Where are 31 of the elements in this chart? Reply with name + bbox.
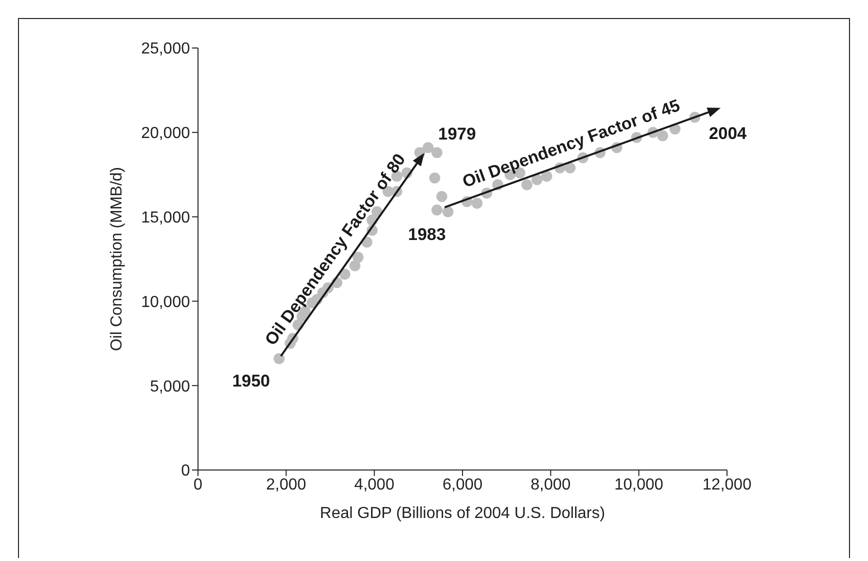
annotation: 1950	[232, 372, 270, 391]
x-tick-label: 0	[194, 476, 203, 494]
x-tick-label: 8,000	[530, 476, 571, 494]
x-tick-label: 10,000	[614, 476, 664, 494]
y-tick-label: 25,000	[141, 40, 190, 58]
point	[429, 172, 440, 184]
point	[442, 206, 454, 218]
x-tick-label: 12,000	[702, 476, 752, 494]
point	[431, 147, 442, 158]
y-tick-label: 5,000	[150, 378, 190, 396]
y-tick-label: 10,000	[141, 294, 190, 311]
x-axis-title: Real GDP (Billions of 2004 U.S. Dollars)	[320, 505, 606, 522]
point	[422, 142, 434, 154]
y-tick-label: 0	[181, 462, 190, 480]
x-tick-label: 4,000	[354, 476, 394, 494]
point	[472, 198, 483, 209]
y-axis-title: Oil Consumption (MMB/d)	[108, 166, 126, 352]
point	[352, 252, 364, 263]
point	[521, 179, 532, 190]
y-tick-label: 15,000	[141, 209, 190, 226]
annotation: 1979	[438, 124, 476, 144]
annotation: 2004	[708, 124, 748, 144]
point	[436, 191, 448, 202]
x-tick-label: 6,000	[442, 476, 483, 494]
point	[431, 204, 442, 216]
point	[349, 260, 360, 272]
x-tick-label: 2,000	[266, 476, 306, 494]
y-tick-label: 20,000	[141, 125, 190, 142]
point	[657, 130, 668, 142]
point	[274, 353, 285, 364]
annotation: 1983	[408, 225, 446, 244]
